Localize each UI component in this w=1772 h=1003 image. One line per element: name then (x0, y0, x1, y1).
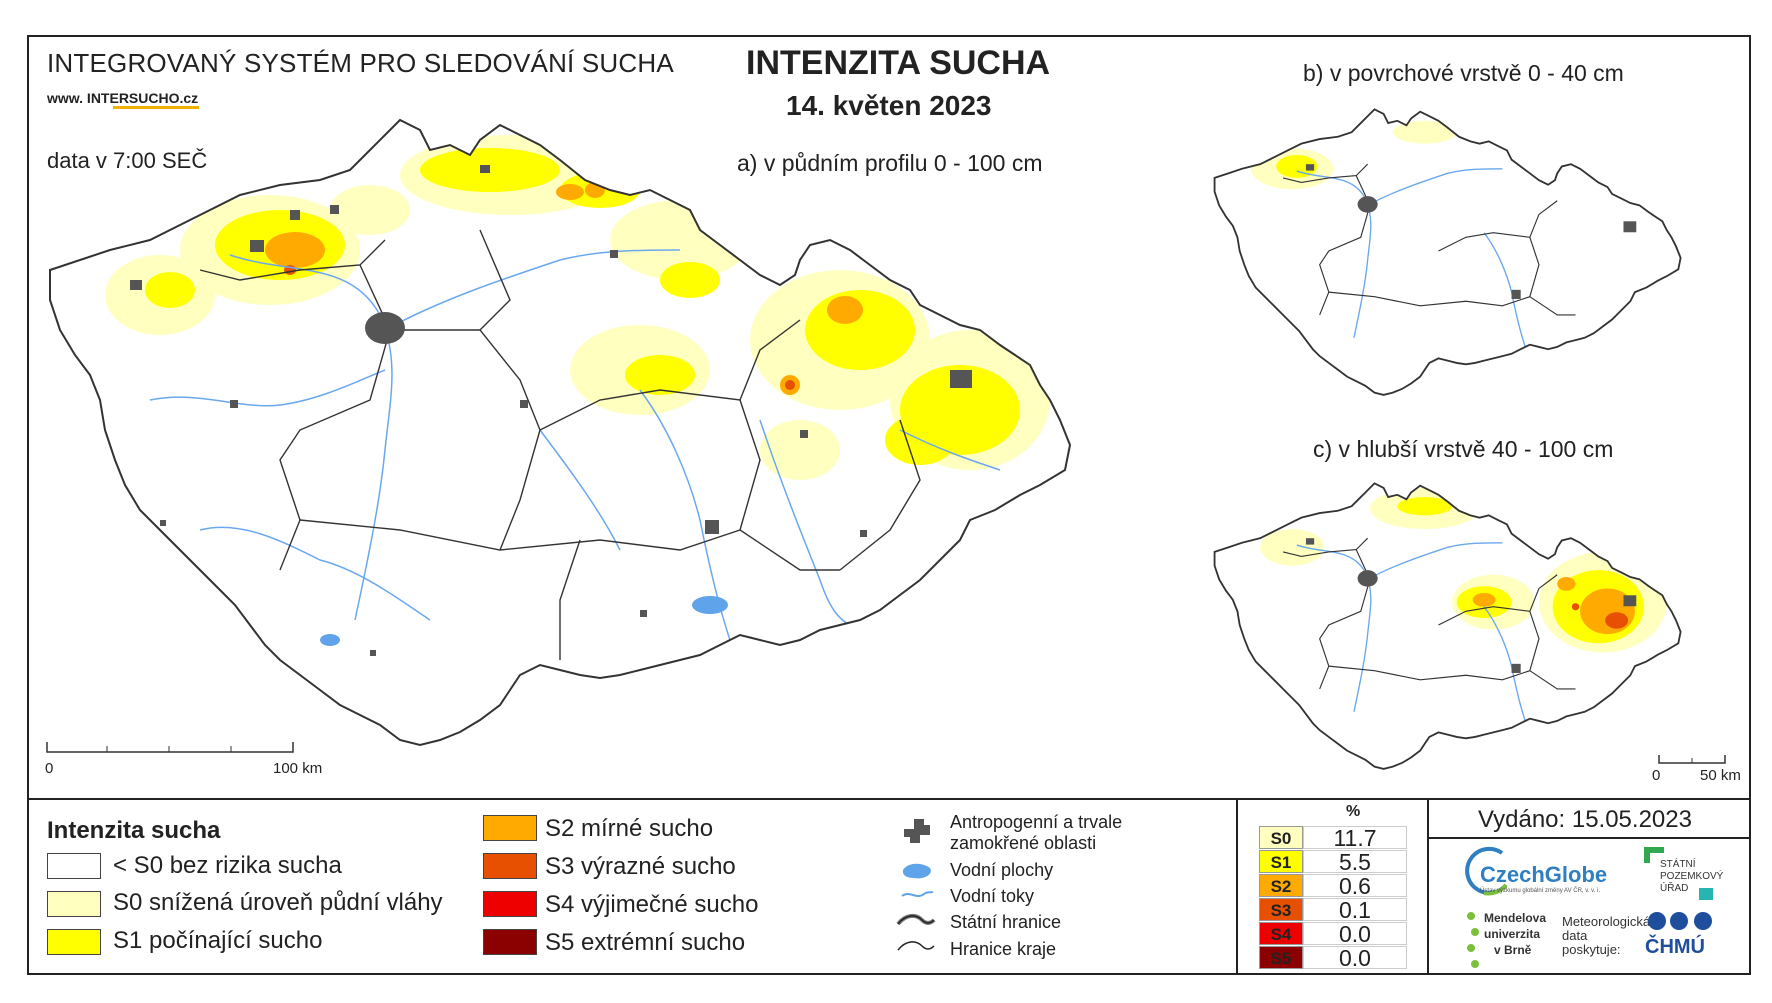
chmu-logo-icon (1648, 912, 1712, 930)
scale-main-start: 0 (45, 760, 54, 777)
region-border-icon (897, 941, 935, 951)
map-frame (27, 35, 1751, 975)
map-b-label: b) v povrchové vrstvě 0 - 40 cm (1303, 60, 1624, 86)
divider-horizontal (1427, 837, 1751, 839)
legend-label-s5: S5 extrémní sucho (545, 929, 746, 956)
pct-code: S0 (1259, 826, 1303, 849)
data-time: data v 7:00 SEČ (47, 148, 208, 173)
pct-value: 11.7 (1303, 826, 1407, 850)
mendel-logo-line2: univerzita (1484, 927, 1541, 941)
spu-logo-line1: STÁTNÍ (1660, 859, 1696, 870)
pct-value: 0.1 (1303, 898, 1407, 922)
scale-main-end: 100 km (273, 760, 323, 777)
legend-anthropogenic-label: Antropogenní a trvale zamokřené oblasti (950, 812, 1123, 853)
map-date: 14. květen 2023 (786, 90, 992, 121)
legend-swatch-s1 (47, 929, 101, 955)
legend-label-s0: S0 snížená úroveň půdní vláhy (113, 889, 443, 916)
meteo-text-line1: Meteorologická (1562, 914, 1651, 929)
pct-value: 0.6 (1303, 874, 1407, 898)
map-b-surface-layer (1213, 108, 1682, 396)
water-area-icon (902, 863, 931, 879)
pct-row-s3: S3 0.1 (1259, 898, 1407, 922)
scale-bar-small (1658, 755, 1726, 764)
pct-value: 5.5 (1303, 850, 1407, 874)
pct-row-s5: S5 0.0 (1259, 946, 1407, 970)
legend-label-s3: S3 výrazné sucho (545, 853, 736, 880)
pct-code: S2 (1259, 874, 1303, 897)
legend-water-areas-label: Vodní plochy (950, 860, 1054, 880)
website-underline-icon (113, 106, 199, 109)
legend-region-border-label: Hranice kraje (950, 939, 1057, 959)
legend-swatch-below-s0 (47, 853, 101, 879)
state-border-icon (896, 913, 936, 926)
legend-water-streams-label: Vodní toky (950, 886, 1035, 906)
legend-state-border-label: Státní hranice (950, 912, 1062, 932)
spu-logo-line2: POZEMKOVÝ (1660, 871, 1724, 882)
anthropogenic-icon (904, 819, 930, 843)
legend-swatch-s2 (483, 815, 537, 841)
pct-row-s1: S1 5.5 (1259, 850, 1407, 874)
divider-pct (1236, 798, 1238, 975)
main-title: INTENZITA SUCHA (746, 44, 1051, 82)
legend-swatch-s5 (483, 929, 537, 955)
scale-bar-main (46, 742, 294, 753)
pct-code: S1 (1259, 850, 1303, 873)
czechglobe-logo-text: CzechGlobe (1480, 862, 1608, 887)
legend-panel (27, 798, 1751, 975)
legend-label-s1: S1 počínající sucho (113, 927, 323, 954)
pct-row-s4: S4 0.0 (1259, 922, 1407, 946)
pct-header: % (1346, 803, 1361, 820)
mendel-logo-line3: v Brně (1494, 943, 1532, 957)
website-text: www. INTERSUCHO.cz (47, 90, 199, 106)
spu-logo-icon (1644, 847, 1664, 863)
map-a-soil-profile (49, 119, 1071, 746)
issued-date: Vydáno: 15.05.2023 (1478, 806, 1692, 833)
pct-value: 0.0 (1303, 922, 1407, 946)
meteo-text-line3: poskytuje: (1562, 942, 1621, 957)
legend-swatch-s3 (483, 853, 537, 879)
mendel-logo-icon (1467, 912, 1479, 968)
pct-code: S5 (1259, 946, 1303, 969)
map-c-deep-layer (1213, 482, 1682, 770)
map-c-label: c) v hlubší vrstvě 40 - 100 cm (1313, 436, 1614, 462)
water-stream-icon (901, 891, 934, 897)
pct-row-s2: S2 0.6 (1259, 874, 1407, 898)
map-a-label: a) v půdním profilu 0 - 100 cm (737, 150, 1043, 176)
chmu-logo-text: ČHMÚ (1645, 936, 1705, 958)
scale-small-start: 0 (1652, 767, 1661, 784)
pct-row-s0: S0 11.7 (1259, 826, 1407, 850)
legend-swatch-s4 (483, 891, 537, 917)
mendel-logo-line1: Mendelova (1484, 911, 1547, 925)
divider-issued (1427, 798, 1429, 975)
czechglobe-logo-subtitle: Ústav výzkumu globální změny AV ČR, v. v… (1480, 888, 1601, 894)
spu-logo-mark-icon (1699, 888, 1713, 900)
system-title: INTEGROVANÝ SYSTÉM PRO SLEDOVÁNÍ SUCHA (47, 48, 674, 78)
website-link[interactable]: www. INTERSUCHO.cz (47, 90, 198, 106)
legend-title: Intenzita sucha (47, 817, 221, 844)
legend-label-s2: S2 mírné sucho (545, 815, 714, 842)
legend-swatch-s0 (47, 891, 101, 917)
czechglobe-logo-icon (1465, 846, 1508, 896)
pct-code: S3 (1259, 898, 1303, 921)
pct-code: S4 (1259, 922, 1303, 945)
pct-value: 0.0 (1303, 946, 1407, 970)
spu-logo-line3: ÚŘAD (1660, 883, 1689, 894)
legend-label-below-s0: < S0 bez rizika sucha (113, 852, 342, 879)
scale-small-end: 50 km (1700, 767, 1741, 784)
meteo-text-line2: data (1562, 928, 1588, 943)
legend-label-s4: S4 výjimečné sucho (545, 891, 759, 918)
